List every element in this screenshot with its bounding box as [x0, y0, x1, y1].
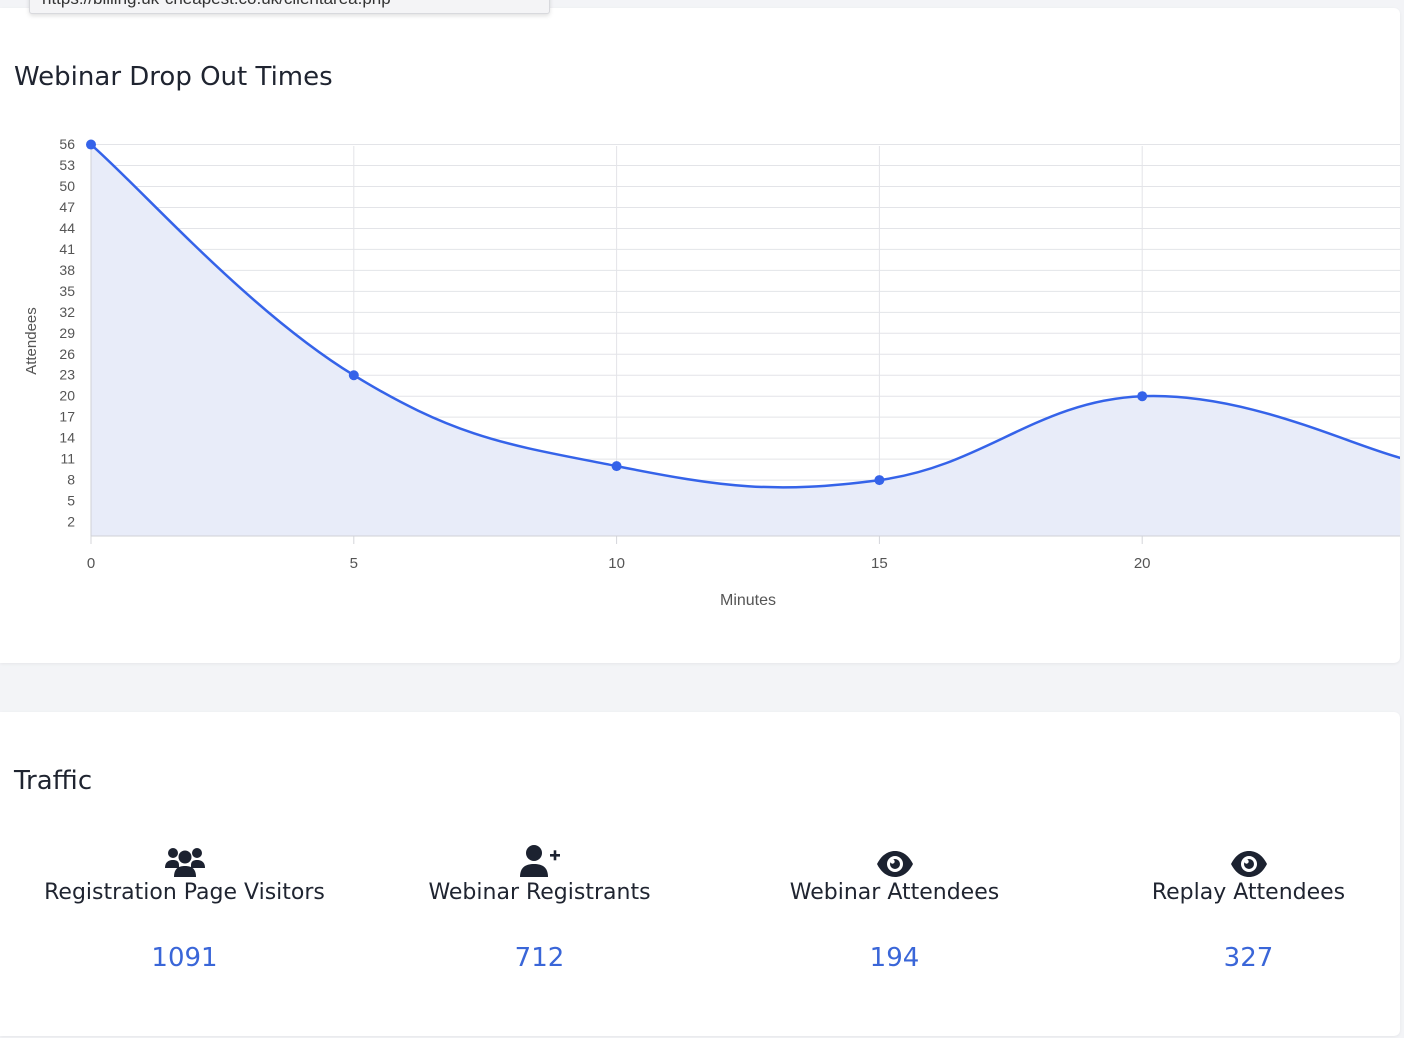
- x-tick-label: 10: [608, 555, 625, 572]
- user-plus-icon: [362, 840, 717, 878]
- traffic-title: Traffic: [14, 766, 93, 796]
- stat-label: Webinar Registrants: [428, 880, 651, 905]
- y-tick-label: 17: [59, 409, 75, 425]
- stat-value: 327: [1223, 943, 1274, 973]
- y-tick-label: 53: [59, 157, 75, 173]
- stat-label: Registration Page Visitors: [44, 880, 325, 905]
- traffic-card: Traffic Registration Page Visitors 1091: [0, 712, 1400, 1036]
- y-tick-label: 41: [59, 241, 75, 257]
- data-point: [86, 139, 96, 150]
- dropout-line-chart: 2 5 8 11 14 17 20 23 26 29 32 35 38 41 44 47 50 53 56 0 5 10 1…: [23, 136, 1400, 609]
- y-tick-label: 38: [59, 262, 75, 278]
- y-tick-label: 23: [59, 367, 75, 383]
- url-tooltip: https://billing.uk-cheapest.co.uk/client…: [29, 0, 550, 14]
- y-tick-label: 26: [59, 346, 75, 362]
- stat-registration-page-visitors: Registration Page Visitors 1091: [7, 840, 362, 973]
- y-axis-label: Attendees: [23, 307, 40, 375]
- y-tick-label: 2: [67, 514, 75, 530]
- stat-replay-attendees: Replay Attendees 327: [1071, 840, 1404, 973]
- data-point: [1137, 391, 1148, 402]
- x-axis-label: Minutes: [720, 592, 776, 609]
- y-tick-label: 11: [60, 451, 75, 467]
- x-tick-label: 15: [871, 555, 888, 572]
- y-tick-label: 20: [59, 388, 75, 404]
- stat-value: 1091: [151, 943, 218, 973]
- stat-value: 194: [869, 943, 920, 973]
- x-tick-label: 0: [87, 555, 95, 572]
- y-tick-label: 44: [59, 220, 75, 236]
- users-icon: [7, 840, 362, 878]
- y-tick-label: 5: [67, 493, 75, 509]
- eye-icon: [1071, 840, 1404, 878]
- y-tick-label: 47: [59, 199, 75, 215]
- stat-label: Webinar Attendees: [789, 880, 1000, 905]
- y-tick-label: 8: [67, 472, 75, 488]
- stat-webinar-registrants: Webinar Registrants 712: [362, 840, 717, 973]
- eye-icon: [717, 840, 1072, 878]
- y-tick-label: 14: [59, 430, 75, 446]
- x-tick-label: 20: [1134, 555, 1151, 572]
- chart-title: Webinar Drop Out Times: [14, 62, 333, 92]
- series-line: [90, 143, 1400, 489]
- stat-value: 712: [514, 943, 565, 973]
- data-point: [611, 461, 622, 472]
- series-area-fill: [91, 144, 1400, 536]
- y-tick-label: 29: [59, 325, 75, 341]
- y-tick-label: 56: [59, 136, 75, 152]
- data-point: [874, 475, 885, 486]
- stat-label: Replay Attendees: [1151, 880, 1346, 905]
- chart-card: Webinar Drop Out Times 2 5 8 11 14 17 20 23 26 29…: [0, 8, 1400, 663]
- y-tick-label: 35: [59, 283, 75, 299]
- x-tick-label: 5: [350, 555, 358, 572]
- y-tick-label: 50: [59, 178, 75, 194]
- y-tick-label: 32: [59, 304, 75, 320]
- stat-webinar-attendees: Webinar Attendees 194: [717, 840, 1072, 973]
- data-point: [348, 370, 359, 381]
